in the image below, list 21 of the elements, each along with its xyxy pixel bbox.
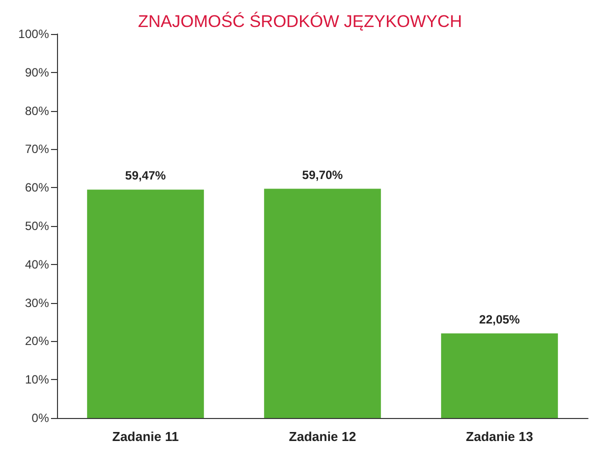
y-tick-label: 0% xyxy=(32,411,50,425)
y-tick-label: 50% xyxy=(24,219,50,233)
y-tick-label: 60% xyxy=(24,180,50,195)
data-label: 59,70% xyxy=(302,168,344,182)
y-tick-label: 10% xyxy=(24,372,50,387)
x-tick-label: Zadanie 13 xyxy=(466,429,534,444)
y-tick-label: 70% xyxy=(24,142,50,156)
y-tick-label: 80% xyxy=(24,104,50,118)
data-label: 59,47% xyxy=(125,168,166,183)
y-tick-label: 20% xyxy=(24,334,50,348)
x-tick-label: Zadanie 12 xyxy=(288,429,356,444)
y-tick-label: 30% xyxy=(24,296,50,310)
data-label: 22,05% xyxy=(479,312,520,326)
bar xyxy=(264,188,381,418)
bar xyxy=(441,333,558,418)
bar xyxy=(87,190,204,418)
y-tick-label: 100% xyxy=(18,27,50,41)
x-tick-label: Zadanie 11 xyxy=(112,429,179,444)
y-tick-label: 90% xyxy=(24,65,50,80)
chart-title: ZNAJOMOŚĆ ŚRODKÓW JĘZYKOWYCH xyxy=(138,11,462,31)
y-tick-label: 40% xyxy=(24,257,50,272)
